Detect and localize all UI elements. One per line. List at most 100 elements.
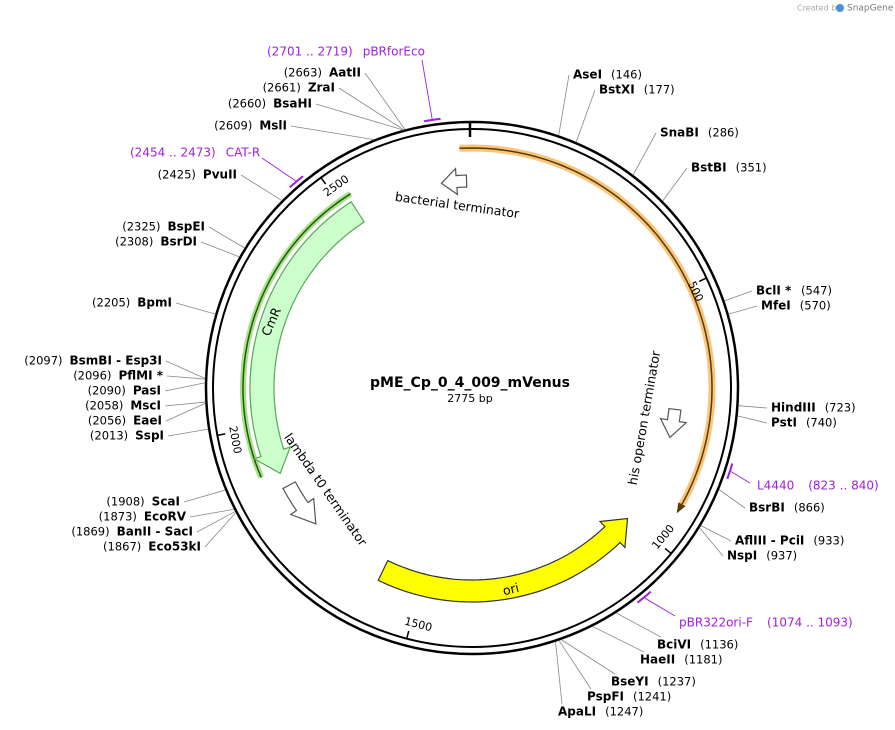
site-position: (1247) (605, 705, 643, 719)
site-name: EcoRV (144, 510, 187, 524)
site-position: (723) (825, 401, 856, 415)
site-name: BseYI (611, 675, 649, 689)
site-name: ZraI (308, 81, 335, 95)
site-name: SspI (135, 429, 164, 443)
site-name: BstXI (599, 83, 635, 97)
credit-prefix: Created by (797, 4, 841, 13)
site-connector (558, 74, 570, 136)
site-connector (240, 174, 283, 201)
site-connector (189, 508, 235, 518)
site-connector (290, 125, 375, 141)
site-position: (2056) (88, 414, 126, 428)
feature-arc-head (676, 502, 686, 514)
primer-range: (2454 .. 2473) (130, 146, 216, 160)
site-name: BanII - SacI (117, 525, 193, 539)
site-name: PflMI * (118, 369, 163, 383)
site-name: BsrDI (160, 235, 197, 249)
site-connector (738, 405, 768, 409)
site-position: (1908) (106, 495, 144, 509)
site-name: MfeI (761, 299, 791, 313)
site-connector (164, 401, 206, 407)
site-connector (592, 625, 645, 653)
site-position: (146) (611, 68, 642, 82)
site-position: (177) (644, 83, 675, 97)
site-position: (2308) (115, 235, 153, 249)
site-position: (2013) (90, 429, 128, 443)
site-connector (166, 375, 206, 380)
lambda-terminator-arrow (282, 481, 317, 525)
primer-range: (823 .. 840) (808, 479, 878, 493)
site-connector (718, 489, 746, 509)
site-connector (164, 382, 206, 392)
ruler-label: 1000 (649, 522, 677, 552)
backbone-outer (204, 120, 740, 656)
primer-name: pBR322ori-F (679, 616, 753, 630)
site-name: AflIII - PciI (735, 534, 804, 548)
site-connector (737, 415, 768, 424)
primer-connector (644, 597, 676, 617)
site-position: (2058) (85, 399, 123, 413)
site-name: EaeI (133, 414, 162, 428)
site-name: AatII (329, 66, 361, 80)
site-connector (699, 527, 724, 557)
site-name: AseI (573, 68, 602, 82)
site-name: Eco53kI (148, 540, 201, 554)
ruler-tick (664, 547, 672, 555)
his-terminator-arrow (659, 408, 688, 439)
site-connector (662, 167, 688, 202)
site-name: PasI (133, 384, 161, 398)
site-connector (338, 87, 405, 131)
site-position: (2661) (263, 81, 301, 95)
primer-connector (730, 471, 751, 484)
site-position: (2609) (214, 119, 252, 133)
site-position: (1136) (700, 638, 738, 652)
site-connector (615, 612, 662, 638)
primer-name: L4440 (757, 479, 794, 493)
snapgene-logo (836, 4, 844, 12)
site-name: ScaI (152, 495, 180, 509)
site-name: BpmI (137, 296, 172, 310)
site-name: BsrBI (749, 501, 785, 515)
primer-mark (726, 463, 734, 480)
site-name: MscI (130, 399, 161, 413)
ruler-tick (698, 277, 707, 283)
site-connector (200, 241, 240, 258)
credit-brand: SnapGene (847, 4, 894, 14)
site-connector (364, 72, 406, 130)
primer-connector (261, 157, 296, 182)
primer-mark (636, 590, 652, 604)
site-name: BstBI (691, 161, 727, 175)
backbone-inner (212, 128, 732, 648)
site-position: (2090) (88, 384, 126, 398)
site-connector (165, 402, 206, 422)
site-position: (286) (708, 126, 739, 140)
feature-arc-glow (459, 144, 716, 507)
site-connector (728, 305, 758, 315)
site-position: (2325) (122, 220, 160, 234)
feature-label: ori (501, 580, 520, 598)
site-connector (183, 489, 226, 503)
site-position: (933) (813, 534, 844, 548)
site-name: BciVI (657, 638, 691, 652)
site-position: (547) (801, 284, 832, 298)
site-name: SnaBI (660, 126, 699, 140)
site-position: (1181) (684, 653, 722, 667)
primer-name: pBRforEco (363, 45, 425, 59)
site-position: (1869) (71, 525, 109, 539)
site-connector (315, 103, 404, 131)
site-position: (1241) (633, 690, 671, 704)
site-connector (196, 511, 236, 533)
ruler-tick (320, 177, 327, 185)
site-name: NspI (727, 549, 757, 563)
site-position: (2205) (92, 296, 130, 310)
site-position: (2660) (228, 97, 266, 111)
site-connector (165, 360, 206, 379)
primer-mark (289, 175, 304, 189)
site-name: MslI (259, 119, 287, 133)
site-name: HindIII (771, 401, 816, 415)
cmr-arrow (249, 200, 366, 475)
site-name: PvuII (203, 168, 237, 182)
site-connector (700, 525, 732, 542)
cmr-line (242, 193, 352, 478)
